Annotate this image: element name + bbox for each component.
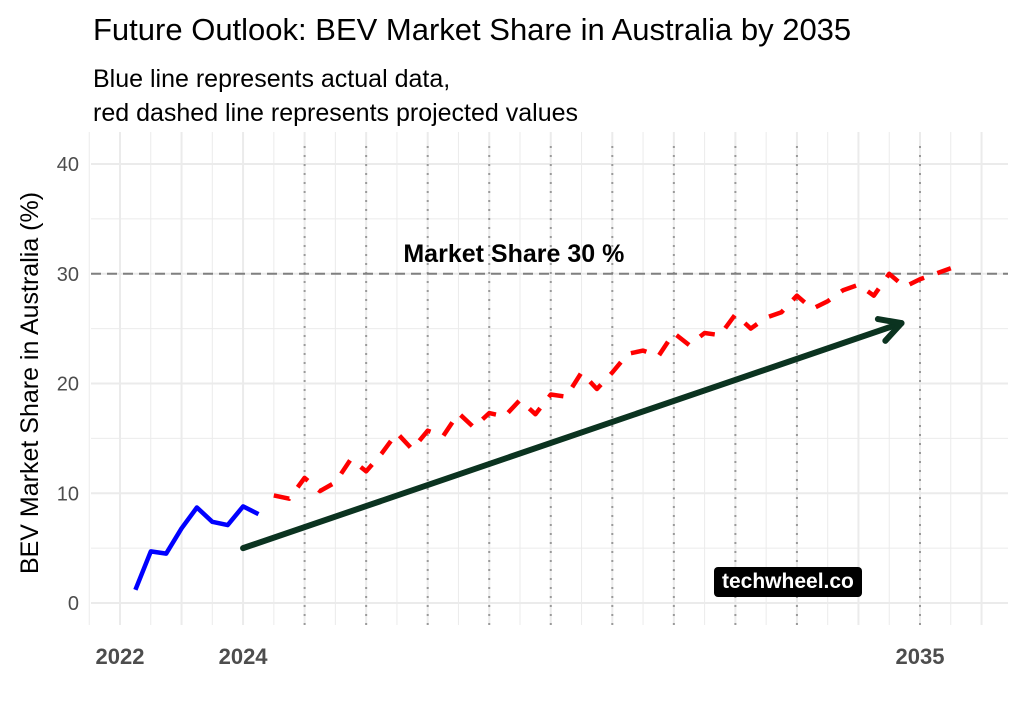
subtitle-line-2: red dashed line represents projected val… — [93, 99, 579, 127]
x-tick-label: 2022 — [96, 644, 145, 669]
target-line-label: Market Share 30 % — [403, 240, 624, 268]
y-tick-label: 0 — [68, 593, 79, 615]
y-tick-label: 20 — [57, 374, 79, 396]
y-axis-label: BEV Market Share in Australia (%) — [16, 192, 44, 574]
y-tick-label: 40 — [57, 154, 79, 176]
x-tick-label: 2024 — [219, 644, 269, 669]
trend-arrow-head — [874, 316, 905, 344]
chart-title: Future Outlook: BEV Market Share in Aust… — [93, 12, 852, 47]
watermark-badge: techwheel.co — [714, 567, 862, 597]
chart-subtitle: Blue line represents actual data, red da… — [93, 62, 578, 130]
y-tick-label: 10 — [57, 483, 79, 505]
x-tick-label: 2035 — [896, 644, 945, 669]
subtitle-line-1: Blue line represents actual data, — [93, 65, 451, 93]
projected-series-line — [273, 266, 952, 501]
actual-series-line — [133, 504, 260, 591]
trend-arrow-shaft — [240, 320, 905, 552]
y-tick-label: 30 — [57, 264, 79, 286]
